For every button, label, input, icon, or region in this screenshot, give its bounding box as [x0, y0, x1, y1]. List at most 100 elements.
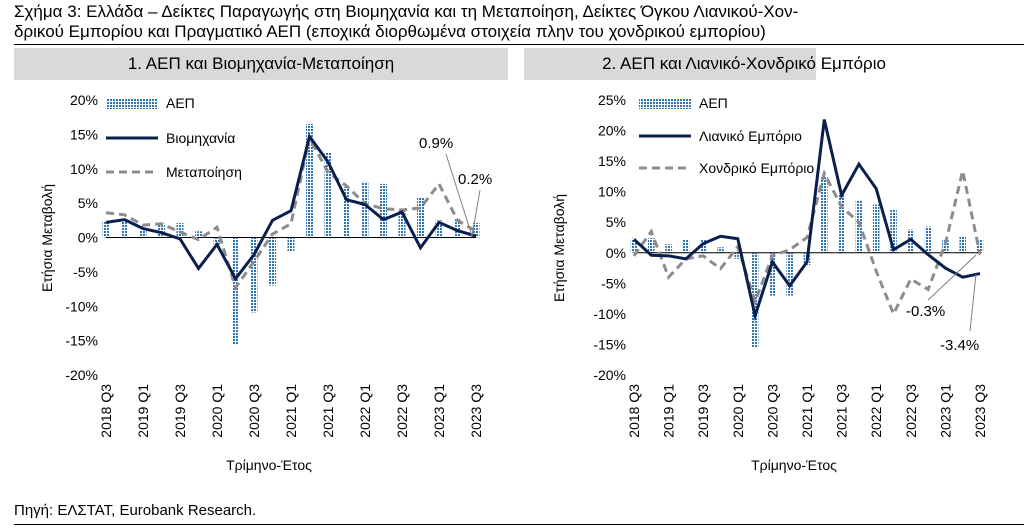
gdp-bar	[176, 223, 184, 238]
y-tick-label: 0%	[606, 245, 626, 261]
gdp-bar	[157, 223, 166, 238]
caption-line-1: Σχήμα 3: Ελλάδα – Δείκτες Παραγωγής στη …	[14, 2, 799, 21]
annotation-label: 0.9%	[419, 135, 453, 152]
x-tick-label: 2020 Q1	[209, 384, 225, 438]
annotation-leader	[471, 189, 481, 237]
gdp-bar	[821, 176, 828, 253]
x-tick-label: 2023 Q3	[972, 384, 988, 438]
gdp-bar	[453, 218, 462, 238]
y-tick-label: -20%	[65, 367, 98, 383]
gdp-bar	[924, 226, 932, 253]
annotation-leader	[445, 153, 473, 237]
bottom-rule	[14, 524, 1024, 525]
y-tick-label: 15%	[70, 126, 98, 142]
legend-swatch-gdp	[639, 98, 691, 109]
dashed-series-line	[632, 169, 982, 318]
gdp-bar	[976, 239, 984, 253]
annotation-label: -0.3%	[906, 303, 945, 320]
plot-background	[524, 80, 816, 504]
y-tick-label: 15%	[598, 153, 626, 169]
y-axis-label: Ετήσια Μεταβολή	[551, 194, 567, 302]
x-tick-label: 2021 Q1	[283, 384, 299, 438]
x-tick-label: 2020 Q1	[730, 384, 746, 438]
gdp-bar	[102, 221, 110, 238]
y-tick-label: -5%	[73, 264, 98, 280]
x-tick-label: 2018 Q3	[98, 384, 114, 438]
source-note: Πηγή: ΕΛΣΤΑΤ, Eurobank Research.	[14, 502, 257, 519]
gdp-bar	[361, 181, 369, 238]
gdp-bar	[734, 252, 742, 259]
gdp-bar	[250, 237, 258, 313]
gdp-bar	[305, 124, 314, 238]
x-axis-label: Τρίμηνο-Έτος	[751, 457, 837, 473]
x-tick-label: 2022 Q3	[394, 384, 410, 438]
x-tick-label: 2021 Q1	[799, 384, 815, 438]
y-tick-label: 0%	[78, 230, 98, 246]
y-tick-label: -20%	[593, 367, 626, 383]
annotation-label: 0.2%	[458, 171, 492, 188]
y-tick-label: 25%	[598, 92, 626, 108]
y-tick-label: 5%	[78, 195, 98, 211]
figure-caption: Σχήμα 3: Ελλάδα – Δείκτες Παραγωγής στη …	[14, 2, 1024, 42]
gdp-bar	[472, 223, 480, 238]
x-tick-label: 2019 Q1	[135, 384, 151, 438]
gdp-bar	[416, 196, 425, 238]
y-tick-label: 20%	[70, 92, 98, 108]
x-axis-label: Τρίμηνο-Έτος	[226, 457, 312, 473]
gdp-bar	[682, 239, 690, 253]
y-tick-label: -10%	[65, 298, 98, 314]
gdp-bar	[942, 239, 949, 253]
x-tick-label: 2023 Q1	[937, 384, 953, 438]
caption-rule	[14, 44, 1024, 45]
solid-series-line	[105, 132, 477, 282]
gdp-bar	[838, 194, 845, 253]
gdp-bar	[959, 236, 966, 253]
gdp-bar	[890, 210, 897, 253]
y-tick-label: -15%	[593, 336, 626, 352]
annotation-label: -3.4%	[940, 337, 979, 354]
legend-label-gdp: ΑΕΠ	[166, 95, 195, 111]
chart-svg-gdp-trade: -20% -15% -10% -5% 0% 5% 10% 15% 20% 25% Ετήσια Με…	[551, 92, 988, 473]
y-tick-label: 20%	[598, 123, 626, 139]
x-tick-label: 2018 Q3	[626, 384, 642, 438]
solid-series-line	[632, 119, 981, 322]
annotation-leader	[927, 254, 977, 301]
x-tick-label: 2021 Q3	[320, 384, 336, 438]
gdp-bar	[379, 183, 388, 238]
gdp-bar	[194, 231, 203, 238]
gdp-bar	[139, 230, 147, 238]
y-tick-label: -5%	[601, 275, 626, 291]
x-tick-label: 2020 Q3	[764, 384, 780, 438]
chart-title: 2. ΑΕΠ και Λιανικό-Χονδρικό Εμπόριο	[602, 54, 886, 73]
x-tick-label: 2019 Q1	[661, 384, 677, 438]
gdp-bar	[268, 237, 277, 286]
x-tick-label: 2019 Q3	[695, 384, 711, 438]
x-tick-label: 2022 Q1	[357, 384, 373, 438]
x-tick-label: 2023 Q3	[468, 384, 484, 438]
y-tick-label: -10%	[593, 306, 626, 322]
y-tick-label: 10%	[598, 184, 626, 200]
gdp-bar	[665, 244, 672, 253]
legend-label-solid: Βιομηχανία	[166, 130, 235, 146]
legend-label-dashed: Χονδρικό Εμπόριο	[699, 160, 814, 176]
gdp-bar	[287, 237, 295, 252]
gdp-bar	[342, 187, 351, 238]
gdp-bar	[231, 237, 240, 345]
x-tick-label: 2019 Q3	[172, 384, 188, 438]
gdp-bar	[213, 237, 221, 245]
legend-label-solid: Λιανικό Εμπόριο	[699, 128, 802, 144]
plot-background	[14, 80, 508, 504]
y-tick-label: 5%	[606, 214, 626, 230]
gdp-bar	[648, 238, 655, 253]
gdp-bar	[769, 252, 776, 296]
x-tick-label: 2022 Q3	[903, 384, 919, 438]
gdp-bar	[872, 204, 880, 253]
dashed-series-line	[105, 133, 477, 292]
y-axis-label: Ετήσια Μεταβολή	[39, 184, 55, 292]
x-tick-label: 2022 Q1	[868, 384, 884, 438]
chart-panel-gdp-industry: 1. ΑΕΠ και Βιομηχανία-Μεταποίηση -20% -15…	[14, 48, 508, 504]
chart-panel-gdp-trade: 2. ΑΕΠ και Λιανικό-Χονδρικό Εμπόριο -20%…	[524, 48, 988, 504]
legend-swatch-gdp	[106, 98, 158, 109]
legend-label-dashed: Μεταποίηση	[166, 164, 242, 180]
gdp-bar	[630, 238, 638, 253]
